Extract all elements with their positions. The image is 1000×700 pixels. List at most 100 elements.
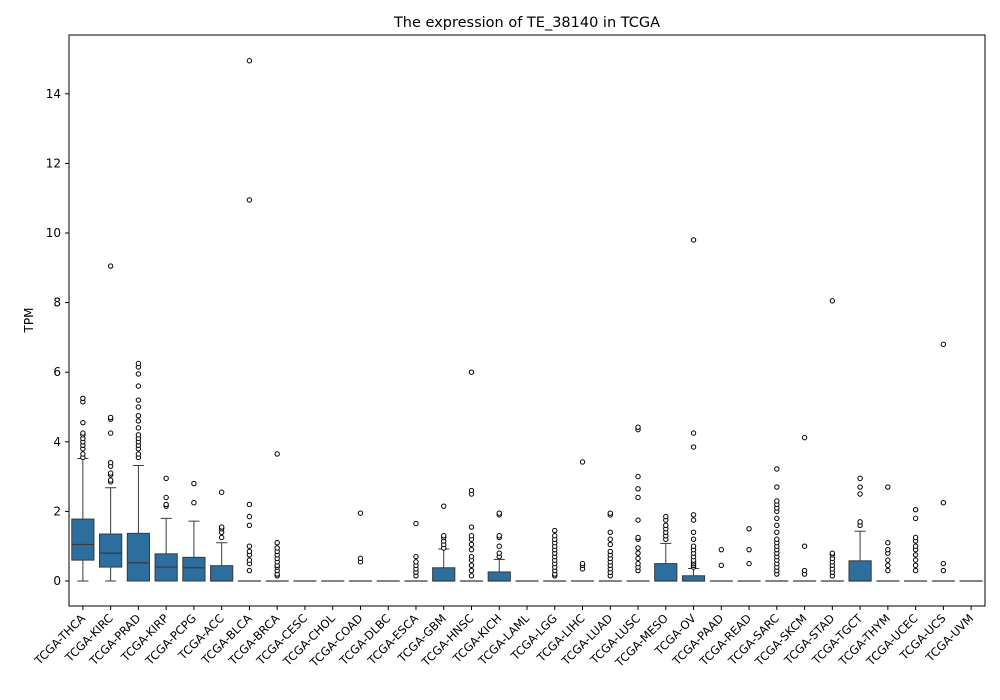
- outlier-point: [496, 510, 502, 516]
- box-iqr: [848, 560, 872, 582]
- outlier-point: [690, 517, 697, 523]
- box-group-tcga-thym: [876, 484, 900, 582]
- outlier-point: [746, 526, 752, 532]
- outlier-point: [774, 515, 780, 522]
- outlier-point: [135, 425, 142, 431]
- outlier-point: [468, 562, 475, 569]
- box-group-tcga-tgct: [848, 475, 872, 582]
- outlier-point: [191, 500, 197, 506]
- outlier-point: [218, 524, 225, 530]
- outlier-point: [885, 557, 891, 563]
- outlier-point: [246, 513, 253, 520]
- y-tick-label: 4: [53, 435, 61, 449]
- y-tick-label: 6: [53, 365, 61, 379]
- outlier-point: [246, 58, 253, 64]
- outlier-point: [246, 567, 253, 574]
- outlier-point: [357, 510, 364, 516]
- outlier-point: [690, 430, 697, 436]
- outlier-point: [940, 560, 947, 567]
- box-group-tcga-lgg: [543, 527, 567, 582]
- outlier-point: [940, 500, 947, 506]
- box-group-tcga-paad: [709, 546, 733, 582]
- box-group-tcga-read: [737, 526, 761, 582]
- box-iqr: [487, 571, 511, 582]
- outlier-point: [441, 533, 447, 539]
- outlier-point: [940, 341, 947, 348]
- box-group-tcga-ov: [681, 237, 706, 582]
- outlier-point: [774, 536, 780, 542]
- outlier-point: [635, 517, 641, 523]
- outlier-point: [774, 498, 780, 504]
- outlier-point: [80, 451, 86, 457]
- outlier-point: [607, 529, 613, 535]
- box-iqr: [99, 533, 123, 568]
- box-group-tcga-blca: [237, 58, 262, 582]
- outlier-point: [135, 432, 142, 438]
- outlier-point: [135, 371, 142, 377]
- outlier-point: [801, 434, 808, 441]
- box-iqr: [126, 532, 150, 582]
- outlier-point: [690, 536, 697, 542]
- outlier-point: [801, 567, 808, 574]
- outlier-point: [912, 515, 919, 522]
- outlier-point: [635, 555, 641, 562]
- outlier-point: [274, 451, 280, 457]
- box-group-tcga-kich: [487, 510, 511, 582]
- y-tick-label: 14: [46, 87, 61, 101]
- outlier-point: [774, 529, 780, 535]
- box-group-tcga-sarc: [765, 466, 789, 582]
- outlier-point: [746, 546, 752, 553]
- outlier-point: [690, 444, 697, 450]
- outlier-point: [496, 533, 502, 539]
- outlier-point: [885, 567, 891, 574]
- outlier-point: [635, 486, 641, 492]
- outlier-point: [912, 552, 919, 558]
- outlier-point: [468, 567, 475, 574]
- outlier-point: [857, 475, 863, 482]
- outlier-point: [468, 573, 475, 579]
- outlier-point: [912, 557, 919, 563]
- outlier-point: [163, 501, 169, 508]
- box-group-tcga-acc: [210, 489, 234, 582]
- outlier-point: [774, 484, 780, 490]
- box-group-tcga-meso: [654, 513, 678, 582]
- outlier-point: [246, 522, 253, 529]
- box-group-tcga-skcm: [792, 434, 817, 582]
- outlier-point: [663, 513, 669, 520]
- outlier-point: [607, 536, 613, 542]
- outlier-point: [635, 545, 641, 551]
- outlier-point: [607, 541, 613, 548]
- outlier-point: [135, 397, 142, 403]
- box-group-tcga-coad: [348, 510, 373, 582]
- outlier-point: [246, 501, 253, 508]
- outlier-point: [912, 506, 919, 513]
- outlier-point: [107, 459, 114, 466]
- box-iqr: [71, 518, 95, 561]
- y-axis: 0 2 4 6 8 10 12 14: [46, 87, 69, 588]
- outlier-point: [552, 527, 558, 534]
- outlier-point: [912, 543, 919, 549]
- outlier-point: [246, 557, 253, 563]
- outlier-point: [135, 360, 142, 367]
- box-group-tcga-kirp: [154, 475, 178, 582]
- box-iqr: [432, 567, 456, 582]
- outlier-point: [885, 540, 891, 546]
- outlier-point: [857, 491, 863, 497]
- outlier-point: [690, 529, 697, 535]
- outlier-point: [718, 546, 725, 553]
- outlier-point: [690, 543, 697, 549]
- outlier-point: [885, 546, 891, 553]
- plot-marks: [71, 58, 983, 582]
- box-group-tcga-ucs: [931, 341, 955, 582]
- outlier-point: [829, 550, 836, 556]
- y-axis-label: TPM: [22, 308, 36, 334]
- y-tick-label: 12: [46, 156, 61, 170]
- y-tick-label: 10: [46, 226, 61, 240]
- outlier-point: [885, 484, 891, 490]
- outlier-point: [135, 413, 142, 419]
- box-group-tcga-ucec: [904, 506, 928, 582]
- outlier-point: [912, 562, 919, 569]
- outlier-point: [107, 263, 114, 269]
- outlier-point: [496, 550, 502, 556]
